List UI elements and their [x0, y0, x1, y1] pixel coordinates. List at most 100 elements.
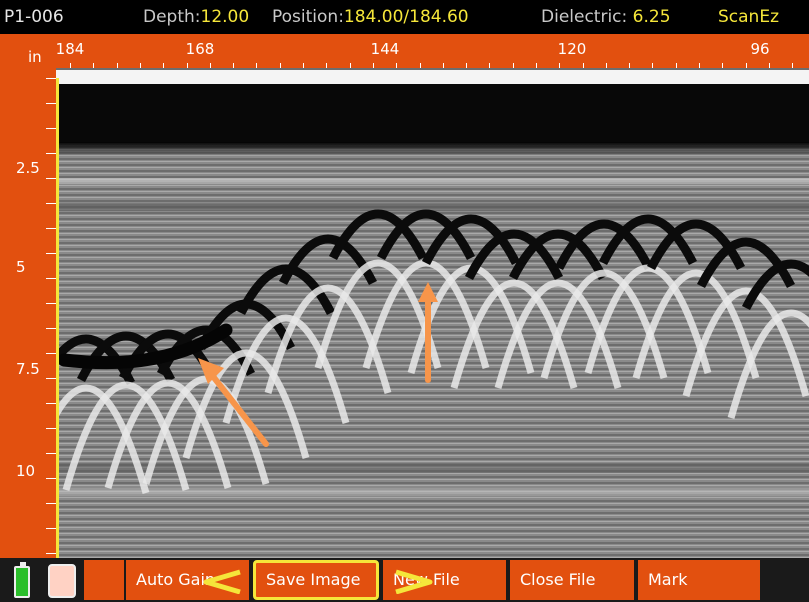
scan-mode: ScanEz: [718, 7, 779, 27]
reflection-white: [62, 381, 190, 491]
hruler-tick: [70, 63, 71, 68]
hruler-tick: [652, 63, 653, 68]
status-bar: P1-006 Depth:12.00 Position:184.00/184.6…: [0, 0, 809, 34]
reflection-white: [104, 379, 232, 489]
reflection-white: [222, 314, 350, 424]
surface-reflection: [56, 70, 809, 84]
hruler-label: 96: [750, 40, 770, 58]
vruler-tick: [46, 103, 56, 104]
close-file-button[interactable]: Close File: [510, 560, 636, 600]
hruler-tick: [792, 63, 793, 68]
reflection-black: [741, 259, 809, 311]
hruler-tick: [117, 63, 118, 68]
dielectric-readout: Dielectric: 6.25: [541, 7, 671, 27]
vruler-tick: [46, 553, 56, 554]
hruler-tick: [373, 63, 374, 68]
reflection-black: [328, 209, 428, 261]
hruler-label: 144: [370, 40, 400, 58]
hruler-label: 120: [557, 40, 587, 58]
vruler-tick: [46, 78, 56, 79]
reflection-black: [421, 214, 521, 266]
vruler-tick: [46, 228, 56, 229]
hruler-label: 184: [55, 40, 85, 58]
radargram-image: [56, 68, 809, 558]
vruler-tick: [46, 203, 56, 204]
reflection-white: [362, 259, 490, 369]
hruler-tick: [443, 63, 444, 68]
vruler-tick: [46, 353, 56, 354]
annotation-arrow: [198, 358, 269, 447]
vruler-tick: [46, 403, 56, 404]
hruler-tick: [420, 63, 421, 68]
hruler-tick: [536, 63, 537, 68]
vruler-tick: [46, 128, 56, 129]
position-label: Position:: [272, 7, 344, 27]
reflection-black: [508, 229, 608, 281]
vruler-tick: [46, 328, 56, 329]
hruler-tick: [163, 63, 164, 68]
reflection-white: [142, 375, 270, 485]
vruler-label: 7.5: [16, 360, 40, 378]
hruler-tick: [93, 63, 94, 68]
reflection-black: [554, 219, 654, 271]
hruler-tick: [606, 63, 607, 68]
hruler-tick: [210, 63, 211, 68]
save-image-button[interactable]: Save Image: [253, 560, 379, 600]
storage-icon: [48, 564, 76, 598]
auto-gain-button[interactable]: Auto Gain: [126, 560, 251, 600]
position-value: 184.00/184.60: [343, 7, 469, 27]
hruler-tick: [350, 63, 351, 68]
save-image-label: Save Image: [266, 570, 361, 589]
hruler-tick: [396, 63, 397, 68]
hruler-tick: [256, 63, 257, 68]
reflection-white: [314, 259, 442, 369]
cursor-line: [56, 78, 59, 558]
hruler-tick: [746, 63, 747, 68]
reflection-white: [632, 269, 760, 379]
chevron-left-icon[interactable]: [200, 568, 244, 594]
mark-label: Mark: [648, 570, 688, 589]
reflection-black: [278, 234, 378, 286]
ruler-unit: in: [28, 48, 42, 66]
dielectric-label: Dielectric:: [541, 7, 628, 27]
vruler-tick: [46, 278, 56, 279]
reflection-white: [682, 287, 809, 397]
reflection-black: [464, 229, 564, 281]
vruler-tick: [46, 178, 56, 179]
hruler-tick: [303, 63, 304, 68]
hruler-tick: [233, 63, 234, 68]
dielectric-value: 6.25: [632, 7, 671, 27]
hruler-tick: [559, 63, 560, 68]
vertical-ruler: 2.5 5 7.5 10: [0, 68, 56, 558]
hruler-tick: [140, 63, 141, 68]
position-readout: Position:184.00/184.60: [272, 7, 469, 27]
vruler-tick: [46, 153, 56, 154]
vruler-tick: [46, 478, 56, 479]
bottom-toolbar: Auto Gain Save Image New File Close File…: [0, 558, 809, 602]
reflection-white: [182, 349, 310, 459]
auto-gain-label: Auto Gain: [136, 570, 216, 589]
file-name: P1-006: [4, 7, 64, 27]
reflection-white: [56, 384, 150, 494]
reflection-white: [494, 279, 622, 389]
hruler-tick: [489, 63, 490, 68]
hruler-tick: [699, 63, 700, 68]
chevron-right-icon[interactable]: [392, 568, 436, 594]
radargram-view[interactable]: [56, 68, 809, 558]
horizontal-ruler: in 184 168 144 120 96: [0, 34, 809, 68]
hruler-tick: [513, 63, 514, 68]
vruler-tick: [46, 428, 56, 429]
hruler-tick: [676, 63, 677, 68]
annotation-arrow: [418, 282, 438, 383]
vruler-tick: [46, 453, 56, 454]
mark-button[interactable]: Mark: [638, 560, 762, 600]
reflection-white: [584, 264, 712, 374]
depth-readout: Depth:12.00: [143, 7, 249, 27]
hruler-tick: [722, 63, 723, 68]
hruler-tick: [326, 63, 327, 68]
vruler-label: 5: [16, 258, 26, 276]
close-file-label: Close File: [520, 570, 596, 589]
hruler-tick: [280, 63, 281, 68]
vruler-label: 10: [16, 462, 36, 480]
